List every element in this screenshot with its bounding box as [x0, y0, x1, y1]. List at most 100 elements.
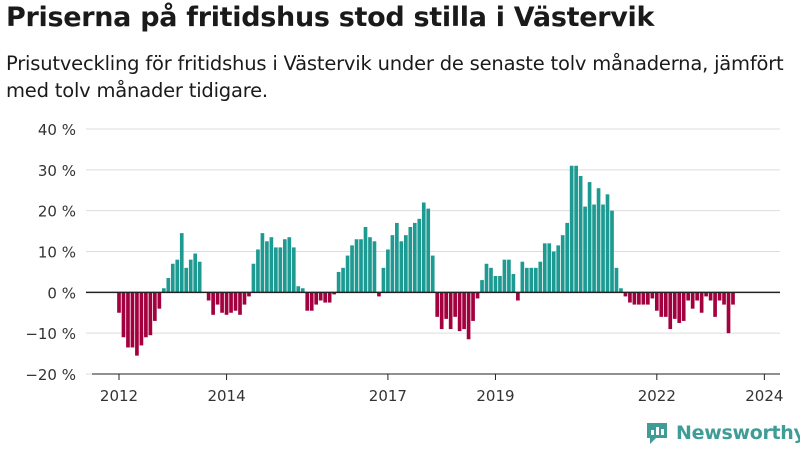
bar	[166, 278, 171, 293]
x-tick-label: 2014	[207, 387, 245, 405]
bar	[681, 292, 686, 321]
bar	[628, 292, 632, 303]
bar	[493, 276, 498, 293]
bar	[309, 292, 314, 311]
bar	[291, 247, 296, 293]
bar	[475, 292, 480, 299]
bar	[601, 204, 605, 293]
bar	[332, 292, 336, 295]
bar	[708, 292, 713, 301]
y-tick-label: 0 %	[47, 284, 76, 302]
bar	[300, 288, 305, 293]
bar	[471, 292, 475, 321]
bar	[632, 292, 637, 305]
bar	[350, 245, 354, 293]
bar	[592, 204, 596, 293]
bar	[224, 292, 229, 315]
bar	[170, 263, 175, 293]
bar	[341, 267, 345, 293]
bar	[229, 292, 233, 313]
bar	[197, 261, 202, 293]
bar	[238, 292, 242, 315]
bar	[260, 233, 265, 293]
bar	[408, 227, 413, 293]
brand-name: Newsworthy	[676, 422, 800, 444]
bar	[462, 292, 466, 330]
bar	[538, 261, 543, 293]
bar	[713, 292, 717, 317]
bar	[381, 267, 386, 293]
bar	[654, 292, 659, 311]
bar	[354, 239, 359, 293]
bar	[117, 292, 121, 313]
bar	[583, 206, 587, 293]
bar	[641, 292, 646, 305]
bar	[377, 292, 381, 297]
bar	[318, 292, 323, 301]
bar	[672, 292, 677, 319]
bar	[430, 255, 435, 293]
bar	[623, 292, 628, 297]
bar	[148, 292, 153, 336]
bar	[650, 292, 655, 299]
x-tick-label: 2017	[369, 387, 407, 405]
bar	[699, 292, 704, 313]
y-tick-label: −20 %	[25, 366, 76, 384]
bar	[363, 227, 368, 293]
bar	[390, 235, 395, 293]
bar	[179, 233, 184, 293]
bar	[619, 288, 623, 293]
bar	[161, 288, 166, 293]
x-tick-label: 2019	[476, 387, 514, 405]
bar	[547, 243, 552, 293]
bar	[220, 292, 224, 313]
bar	[704, 292, 708, 297]
bar	[265, 241, 269, 293]
bar	[717, 292, 722, 301]
bar	[502, 259, 507, 293]
bar	[135, 292, 139, 356]
bar	[525, 267, 529, 293]
chart-title: Priserna på fritidshus stod stilla i Väs…	[6, 2, 655, 33]
bar	[677, 292, 682, 323]
bar	[278, 247, 283, 293]
bar	[323, 292, 327, 303]
bar	[215, 292, 220, 305]
bar	[556, 245, 561, 293]
bar	[668, 292, 673, 330]
bar	[484, 263, 489, 293]
bar	[565, 222, 570, 293]
brand-logo: Newsworthy	[644, 420, 800, 446]
x-tick-label: 2022	[638, 387, 676, 405]
bar	[435, 292, 440, 317]
bar	[287, 237, 292, 293]
bar	[560, 235, 565, 293]
bar	[726, 292, 731, 334]
bar	[722, 292, 726, 305]
bar	[247, 292, 251, 297]
bar	[211, 292, 215, 315]
bar	[395, 222, 399, 293]
bar	[444, 292, 449, 319]
bar	[659, 292, 664, 317]
bar	[126, 292, 130, 348]
bar	[498, 276, 502, 293]
bar	[345, 255, 350, 293]
bar	[403, 235, 408, 293]
bar	[193, 253, 198, 293]
bar	[305, 292, 310, 311]
y-tick-label: 40 %	[38, 121, 76, 139]
bar	[233, 292, 238, 311]
bar	[327, 292, 332, 303]
bar	[282, 239, 287, 293]
bar	[368, 237, 372, 293]
bar	[731, 292, 735, 305]
bar	[663, 292, 668, 317]
bar	[269, 237, 274, 293]
bar	[184, 267, 189, 293]
bar	[489, 267, 493, 293]
chart-subtitle: Prisutveckling för fritidshus i Västervi…	[6, 52, 784, 102]
bar	[453, 292, 457, 317]
bar	[386, 249, 390, 293]
